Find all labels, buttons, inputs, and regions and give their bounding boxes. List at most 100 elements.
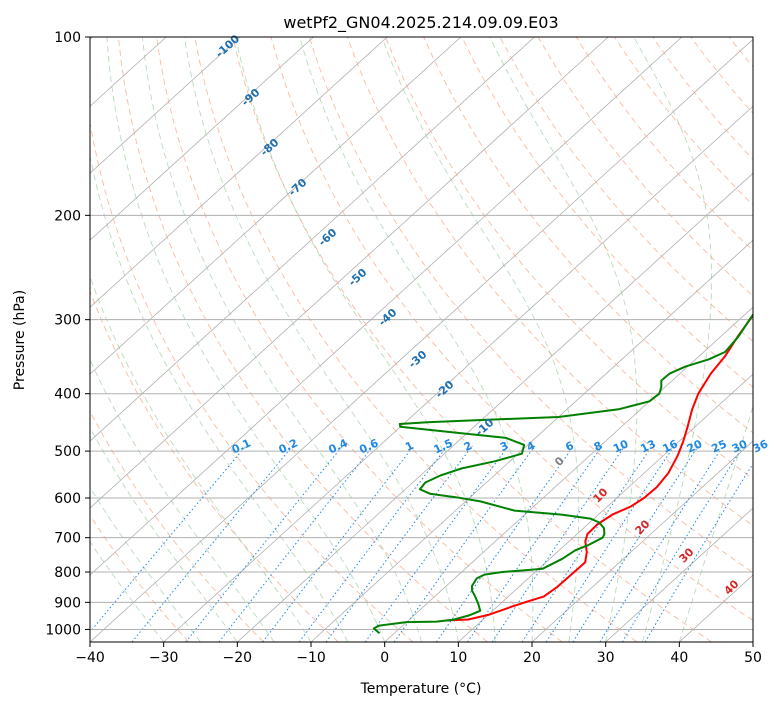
moist-adiabat-line (633, 37, 713, 642)
moist-adiabat-line (235, 37, 496, 642)
dry-adiabat-label: -50 (346, 266, 370, 289)
isotherm-line (90, 37, 388, 308)
dry-adiabat-line (385, 37, 753, 480)
y-tick-label: 700 (54, 531, 81, 547)
moist-adiabat-line (678, 404, 753, 642)
mixing-ratio-line (467, 445, 603, 642)
dry-adiabat-line (270, 37, 753, 621)
dry-adiabat-line (652, 37, 753, 160)
dry-adiabat-line (690, 37, 753, 114)
isotherm-line (90, 37, 535, 442)
dry-adiabat-label: -60 (316, 226, 340, 249)
y-tick-label: 300 (54, 313, 81, 329)
mixing-ratio-line (364, 445, 509, 642)
y-tick-label: 200 (54, 208, 81, 224)
mixing-ratio-line (131, 445, 294, 642)
isotherm-line (531, 440, 753, 642)
dry-adiabat-label: -70 (286, 176, 310, 199)
mixing-ratio-label: 0.6 (357, 436, 380, 456)
y-axis-label: Pressure (hPa) (12, 290, 28, 390)
mixing-ratio-line (185, 445, 343, 642)
dry-adiabat-label: -40 (376, 306, 400, 329)
dry-adiabat-line (117, 37, 488, 642)
mixing-ratio-label: 1.5 (432, 436, 455, 456)
background-lines (90, 37, 775, 642)
dewpoint-profile-line (372, 313, 753, 635)
moist-adiabat-line (90, 358, 275, 642)
y-tick-label: 400 (54, 387, 81, 403)
dry-adiabat-line (194, 37, 638, 642)
x-tick-label: 30 (597, 650, 615, 666)
moist-adiabat-line (106, 37, 386, 642)
mixing-ratio-line (218, 445, 374, 642)
temperature-profile-line (445, 313, 753, 622)
moist-adiabat-line (90, 426, 238, 642)
isotherm-line (90, 37, 462, 375)
mixing-ratio-label: 13 (638, 437, 657, 455)
mixing-ratio-label: 1 (403, 439, 415, 454)
x-tick-label: 50 (744, 650, 762, 666)
moist-adiabat-line (299, 37, 534, 642)
y-tick-label: 600 (54, 491, 81, 507)
mixing-ratio-label: 0.4 (327, 436, 350, 456)
mixing-ratio-label: 3 (498, 439, 510, 454)
dry-adiabat-line (232, 37, 712, 642)
moist-adiabat-label: 10 (591, 485, 611, 505)
isotherm-line (679, 574, 753, 642)
line-annotations: 0.1 0.2 0.4 0.6 1 1.5 2 3 4 6 8 10 13 16 20 25 30 36-100-… (213, 32, 770, 597)
isotherm-line (90, 37, 609, 509)
mixing-ratio-label: 36 (751, 437, 771, 455)
y-tick-label: 900 (54, 595, 81, 611)
dry-adiabat-line (767, 37, 775, 642)
profile-lines (372, 313, 753, 635)
mixing-ratio-label: 20 (685, 437, 705, 455)
moist-adiabat-label: 40 (722, 577, 742, 597)
mixing-ratio-line (325, 445, 473, 642)
dry-adiabat-line (499, 37, 753, 342)
dry-adiabat-label: -20 (433, 378, 457, 401)
moist-adiabat-line (90, 275, 312, 642)
mixing-ratio-line (572, 445, 699, 642)
dry-adiabat-label: -90 (239, 86, 263, 109)
mixing-ratio-label: 0.1 (230, 436, 253, 456)
moist-adiabat-line (90, 540, 165, 642)
mixing-ratio-line (298, 445, 448, 642)
mixing-ratio-line (491, 445, 626, 642)
isotherm-line (237, 172, 753, 642)
isotherm-line (605, 507, 753, 642)
isotherm-line (384, 306, 753, 642)
y-tick-label: 1000 (45, 622, 81, 638)
y-tick-label: 100 (54, 30, 81, 46)
x-axis-ticks: −40 −30 −20 −10 0 10 20 30 40 50 (75, 642, 762, 666)
moist-adiabat-line (381, 37, 580, 642)
isotherm-line (90, 37, 314, 241)
dry-adiabat-line (90, 514, 190, 642)
x-axis-label: Temperature (°C) (360, 681, 482, 697)
dry-adiabat-label: -100 (213, 32, 242, 60)
moist-adiabat-line (90, 154, 349, 642)
moist-adiabat-line (183, 37, 459, 642)
x-tick-label: 10 (449, 650, 467, 666)
mixing-ratio-label: 10 (611, 437, 631, 455)
moist-adiabat-line (489, 37, 638, 642)
mixing-ratio-line (393, 445, 536, 642)
mixing-ratio-label: 0.2 (277, 436, 300, 456)
mixing-ratio-line (621, 445, 744, 642)
x-tick-label: 40 (670, 650, 688, 666)
x-tick-label: −20 (223, 650, 253, 666)
isotherm-line (90, 37, 683, 576)
isotherm-line (163, 105, 753, 642)
moist-adiabat-line (141, 37, 422, 642)
y-axis-ticks: 1000 900 800 700 600 500 400 300 200 100 (45, 30, 90, 638)
dry-adiabat-line (346, 37, 753, 527)
y-tick-label: 800 (54, 565, 81, 581)
mixing-ratio-label: 16 (661, 437, 681, 455)
isotherm-line (310, 239, 753, 642)
pressure-gridlines (90, 37, 753, 630)
isotherm-line (752, 641, 753, 642)
mixing-ratio-line (599, 445, 724, 642)
dry-adiabat-line (90, 410, 264, 642)
mixing-ratio-line (521, 445, 653, 642)
mixing-ratio-label: 30 (730, 437, 750, 455)
